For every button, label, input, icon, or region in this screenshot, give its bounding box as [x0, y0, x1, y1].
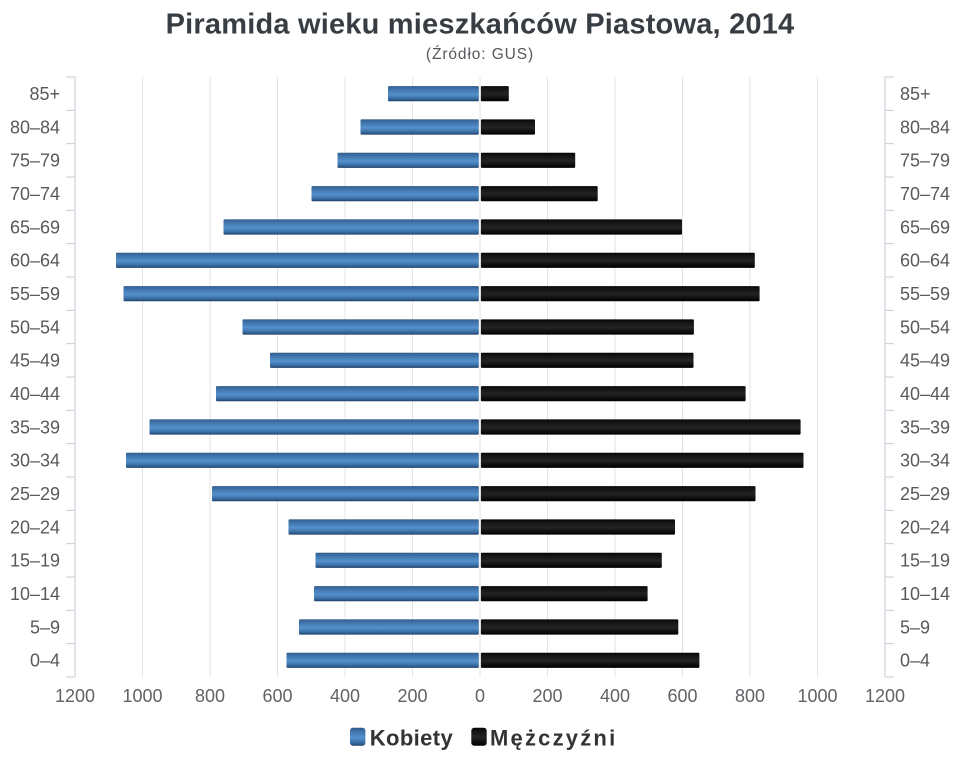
- svg-text:800: 800: [735, 686, 765, 706]
- svg-text:20–24: 20–24: [10, 517, 60, 537]
- svg-text:85+: 85+: [900, 84, 931, 104]
- svg-text:0–4: 0–4: [900, 651, 930, 671]
- svg-text:35–39: 35–39: [10, 417, 60, 437]
- svg-text:45–49: 45–49: [900, 351, 950, 371]
- svg-text:75–79: 75–79: [900, 151, 950, 171]
- svg-text:65–69: 65–69: [900, 217, 950, 237]
- svg-text:35–39: 35–39: [900, 417, 950, 437]
- svg-text:0: 0: [475, 686, 485, 706]
- svg-text:10–14: 10–14: [900, 584, 950, 604]
- svg-text:400: 400: [330, 686, 360, 706]
- svg-text:50–54: 50–54: [10, 317, 60, 337]
- svg-text:30–34: 30–34: [10, 451, 60, 471]
- svg-text:10–14: 10–14: [10, 584, 60, 604]
- svg-text:1000: 1000: [122, 686, 162, 706]
- svg-text:15–19: 15–19: [900, 551, 950, 571]
- svg-text:Piramida wieku mieszkańców Pia: Piramida wieku mieszkańców Piastowa, 201…: [166, 9, 795, 41]
- svg-text:45–49: 45–49: [10, 351, 60, 371]
- svg-text:60–64: 60–64: [900, 251, 950, 271]
- svg-text:25–29: 25–29: [900, 484, 950, 504]
- svg-text:55–59: 55–59: [10, 284, 60, 304]
- svg-text:40–44: 40–44: [10, 384, 60, 404]
- svg-text:15–19: 15–19: [10, 551, 60, 571]
- svg-text:1200: 1200: [55, 686, 95, 706]
- svg-text:80–84: 80–84: [10, 117, 60, 137]
- svg-text:Kobiety: Kobiety: [370, 726, 454, 751]
- svg-text:0–4: 0–4: [30, 651, 60, 671]
- svg-text:50–54: 50–54: [900, 317, 950, 337]
- svg-text:25–29: 25–29: [10, 484, 60, 504]
- svg-text:20–24: 20–24: [900, 517, 950, 537]
- svg-text:30–34: 30–34: [900, 451, 950, 471]
- svg-text:400: 400: [600, 686, 630, 706]
- svg-text:55–59: 55–59: [900, 284, 950, 304]
- svg-text:80–84: 80–84: [900, 117, 950, 137]
- svg-text:40–44: 40–44: [900, 384, 950, 404]
- svg-text:800: 800: [195, 686, 225, 706]
- svg-text:70–74: 70–74: [900, 184, 950, 204]
- svg-text:75–79: 75–79: [10, 151, 60, 171]
- svg-text:65–69: 65–69: [10, 217, 60, 237]
- svg-text:60–64: 60–64: [10, 251, 60, 271]
- svg-text:200: 200: [532, 686, 562, 706]
- svg-text:(Źródło: GUS): (Źródło: GUS): [426, 46, 534, 63]
- svg-text:1200: 1200: [865, 686, 905, 706]
- svg-text:5–9: 5–9: [30, 617, 60, 637]
- svg-text:70–74: 70–74: [10, 184, 60, 204]
- svg-text:5–9: 5–9: [900, 617, 930, 637]
- svg-text:85+: 85+: [29, 84, 60, 104]
- svg-text:Mężczyźni: Mężczyźni: [490, 726, 617, 751]
- svg-text:200: 200: [397, 686, 427, 706]
- svg-text:1000: 1000: [797, 686, 837, 706]
- svg-text:600: 600: [262, 686, 292, 706]
- svg-text:600: 600: [667, 686, 697, 706]
